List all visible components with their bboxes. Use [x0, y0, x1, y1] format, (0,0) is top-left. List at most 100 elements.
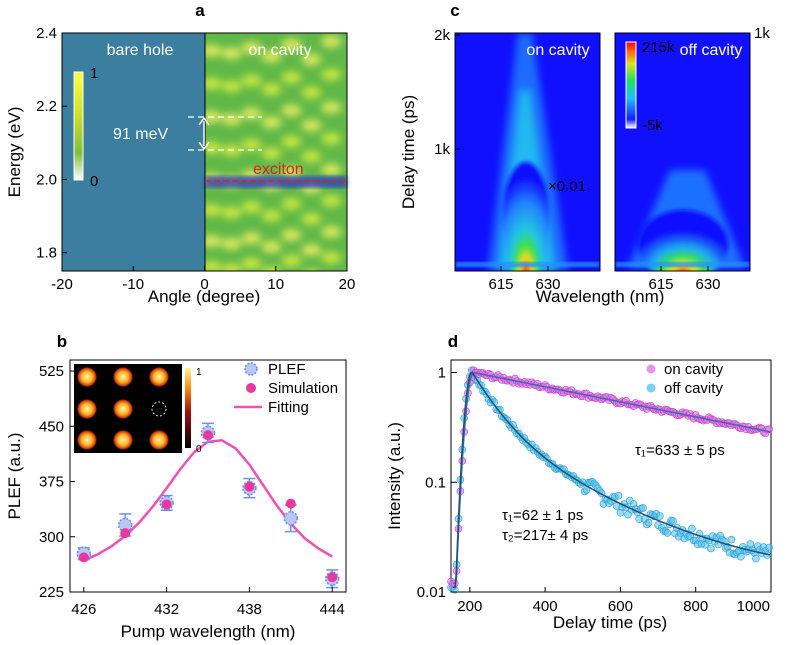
panel-d-off-point [644, 518, 653, 527]
panel-c-ylabel: Delay time (ps) [399, 95, 418, 209]
panel-d-plot [447, 366, 773, 594]
panel-b-legend-sim-marker [246, 383, 256, 393]
panel-b-ytick-label: 300 [39, 529, 64, 546]
panel-a-band-blob [241, 41, 262, 54]
panel-a-colorbar-max: 1 [90, 65, 98, 82]
panel-c-scale-note: ×0.01 [548, 178, 586, 195]
panel-a-exciton-label: exciton [253, 161, 304, 178]
panel-c-right-axis-top: 1k [754, 25, 770, 42]
panel-a-band-blob [205, 204, 222, 217]
panel-a-exciton-band [205, 176, 347, 188]
panel-b-xtick-label: 432 [154, 601, 179, 618]
panel-c-left-frame [454, 32, 601, 272]
panel-b-inset-empty-hole [151, 401, 167, 417]
panel-b-plot [76, 422, 340, 589]
panel-c-colorbar [625, 41, 637, 129]
panel-d-frame [450, 359, 772, 593]
panel-b-sim-point [285, 498, 296, 509]
panel-b-legend-fit: Fitting [268, 399, 309, 416]
panel-a: a bare hole on cavity 1 0 91 meV exciton… [5, 1, 355, 306]
panel-a-ytick-label: 2.4 [36, 25, 57, 42]
panel-c-right-hotspot [638, 210, 728, 271]
panel-b-ytick-label: 225 [39, 584, 64, 601]
panel-b-ticks: 426 432 438 444 525 450 375 300 225 [39, 363, 345, 618]
panel-b-inset-colorbar [185, 368, 191, 448]
panel-b-fit-curve [83, 439, 333, 562]
panel-a-band-blob [321, 35, 342, 48]
panel-b-plef-point [283, 511, 299, 526]
panel-d-ytick-label: 0.01 [417, 584, 446, 601]
panel-a-label-on-cavity: on cavity [248, 42, 311, 59]
panel-a-band-blob [321, 251, 342, 264]
panel-a-ytick-label: 2.2 [36, 98, 57, 115]
panel-a-band-blob [241, 138, 262, 151]
panel-b-inset-spot [77, 399, 97, 419]
panel-d-xtick-label: 200 [457, 598, 482, 615]
panel-d-xtick-label: 800 [683, 598, 708, 615]
panel-b-ytick-label: 450 [39, 418, 64, 435]
panel-b-letter: b [57, 332, 67, 351]
panel-b-plef-point [117, 517, 133, 533]
panel-c-left-hotspot [502, 162, 550, 271]
panel-b-legend-plef-marker [244, 362, 258, 376]
panel-b-ytick-label: 375 [39, 474, 64, 491]
panel-d-xtick-label: 400 [533, 598, 558, 615]
panel-a-band-blob [321, 68, 342, 81]
panel-a-bare-hole-map [62, 33, 205, 271]
panel-a-band-blob [321, 163, 342, 176]
panel-b-sim-point [327, 572, 338, 583]
panel-a-band-blob [241, 74, 262, 87]
panel-d-off-point [752, 554, 760, 563]
panel-d-legend-on: on cavity [664, 361, 724, 378]
panel-c-ytick-label: 2k [434, 27, 450, 44]
panel-d-off-point [656, 512, 664, 520]
panel-c-ticks: 2k 1k 615 630 615 630 [434, 27, 720, 293]
panel-a-band-blob [321, 194, 342, 207]
panel-c-colorbar-min: -5k [642, 117, 663, 134]
panel-a-band-blob [321, 225, 342, 238]
panel-d-off-point [669, 517, 677, 525]
panel-a-letter: a [195, 1, 205, 20]
panel-b-inset-spot [149, 430, 169, 450]
panel-d-letter: d [448, 332, 458, 351]
panel-d-off-point [765, 543, 773, 552]
panel-c-colorbar-max: 215k [642, 39, 675, 56]
panel-b-inset-spot [113, 399, 133, 419]
panel-a-xtick-label: -20 [51, 276, 73, 293]
panel-a-band-blob [261, 209, 282, 222]
panel-d: d on cavity off cavity τ₁=633 ± 5 ps τ₁=… [385, 332, 773, 632]
panel-a-ticks: -20 -10 0 10 202.42.22.01.8 [36, 25, 355, 293]
panel-a-band-blob [281, 135, 302, 148]
panel-c-left-baseline [455, 262, 600, 267]
panel-a-band-blob [205, 141, 222, 154]
panel-b-xtick-label: 426 [71, 601, 96, 618]
panel-b-sim-point [244, 481, 255, 492]
panel-c-xtick-label: 615 [488, 276, 513, 293]
panel-a-band-blob [281, 197, 302, 210]
panel-c-xtick-label: 630 [535, 276, 560, 293]
panel-a-xtick-label: 0 [200, 276, 208, 293]
panel-a-band-blob [281, 254, 302, 267]
panel-a-band-blob [205, 260, 222, 271]
panel-b-inset-spot [77, 367, 97, 387]
panel-d-ylabel: Intensity (a.u.) [385, 422, 404, 530]
panel-a-band-blob [221, 47, 242, 60]
panel-a-band-blob [221, 113, 242, 126]
panel-b-legend-plef: PLEF [268, 361, 306, 378]
panel-d-off-point [688, 524, 696, 533]
panel-b-inset-spot [113, 430, 133, 450]
panel-a-band-blob [301, 243, 322, 256]
panel-d-tau-on: τ₁=633 ± 5 ps [635, 442, 725, 459]
panel-c-ytick-label: 1k [434, 141, 450, 158]
panel-a-colorbar-min: 0 [90, 173, 98, 190]
panel-a-band-blob [221, 263, 242, 271]
panel-b-legend-sim: Simulation [268, 380, 338, 397]
panel-a-band-blob [241, 257, 262, 270]
panel-d-off-point [746, 540, 755, 548]
panel-a-band-blob [301, 86, 322, 99]
panel-c: c on cavity ×0.01 off cavity 215k -5k 2k… [399, 1, 770, 306]
panel-a-band-blob [221, 80, 242, 93]
panel-b-inset-cbar-min: 0 [196, 444, 202, 455]
